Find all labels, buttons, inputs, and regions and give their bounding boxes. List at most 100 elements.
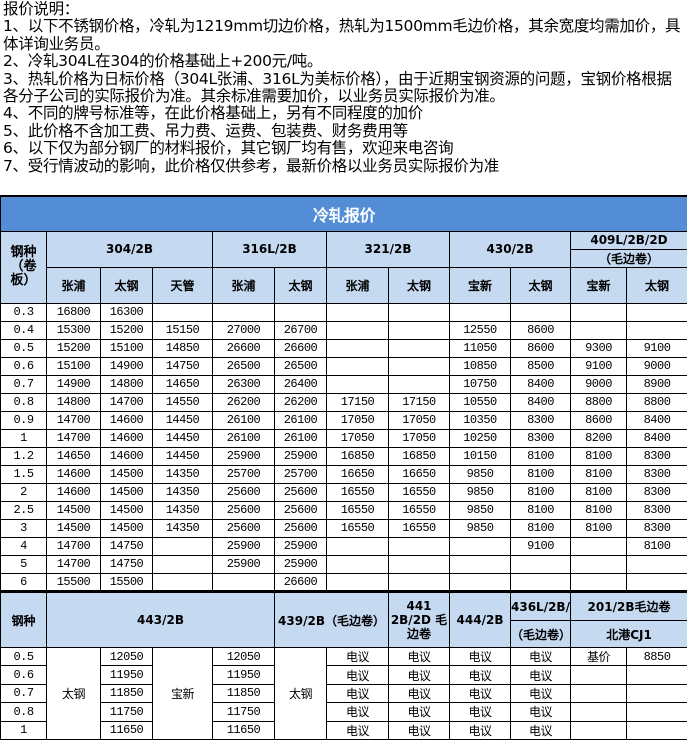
price-cell: 8400 bbox=[511, 393, 571, 411]
price-cell: 16550 bbox=[389, 501, 450, 519]
price-cell: 25900 bbox=[275, 537, 327, 555]
price-cell: 8100 bbox=[511, 519, 571, 537]
price-cell: 25900 bbox=[213, 537, 275, 555]
price-cell: 15500 bbox=[101, 573, 153, 591]
grade-header: 钢种 bbox=[1, 593, 47, 648]
price-cell: 17050 bbox=[327, 411, 389, 429]
price-negotiable-cell: 电议 bbox=[389, 648, 450, 666]
price-cell bbox=[571, 303, 627, 321]
price-cell: 14500 bbox=[101, 501, 153, 519]
price-cell: 16550 bbox=[389, 483, 450, 501]
price-cell: 15100 bbox=[47, 357, 101, 375]
thickness-cell: 0.5 bbox=[1, 648, 47, 666]
price-cell: 26100 bbox=[275, 411, 327, 429]
price-cell: 8300 bbox=[627, 465, 687, 483]
price-cell: 25900 bbox=[275, 555, 327, 573]
group-444: 444/2B bbox=[450, 593, 511, 648]
thickness-cell: 0.9 bbox=[1, 411, 47, 429]
price-cell: 14750 bbox=[101, 537, 153, 555]
price-cell bbox=[511, 555, 571, 573]
price-cell bbox=[153, 537, 213, 555]
price-cell: 16650 bbox=[389, 465, 450, 483]
price-cell: 14600 bbox=[101, 447, 153, 465]
price-cell bbox=[627, 555, 687, 573]
price-cell: 15500 bbox=[47, 573, 101, 591]
price-cell: 8200 bbox=[571, 429, 627, 447]
notes-heading: 报价说明： bbox=[3, 1, 685, 18]
price-cell bbox=[571, 573, 627, 591]
group-409l-sub: （毛边卷） bbox=[571, 249, 687, 267]
empty-cell bbox=[571, 703, 627, 721]
thickness-cell: 2 bbox=[1, 483, 47, 501]
thickness-cell: 1.5 bbox=[1, 465, 47, 483]
price-cell: 16800 bbox=[47, 303, 101, 321]
price-cell: 14350 bbox=[153, 519, 213, 537]
price-cell: 10150 bbox=[450, 447, 511, 465]
price-cell: 9100 bbox=[627, 339, 687, 357]
price-cell: 8300 bbox=[627, 483, 687, 501]
mill-header: 宝新 bbox=[571, 267, 627, 303]
table-title: 冷轧报价 bbox=[1, 196, 687, 231]
price-cell bbox=[571, 321, 627, 339]
price-cell: 17050 bbox=[389, 411, 450, 429]
price-cell: 9100 bbox=[511, 537, 571, 555]
price-cell bbox=[213, 303, 275, 321]
price-cell bbox=[327, 375, 389, 393]
price-cell: 8600 bbox=[511, 321, 571, 339]
note-item: 2、冷轧304L在304的价格基础上+200元/吨。 bbox=[3, 53, 685, 70]
price-cell bbox=[627, 321, 687, 339]
price-cell bbox=[389, 357, 450, 375]
price-cell bbox=[389, 537, 450, 555]
price-cell: 16550 bbox=[327, 519, 389, 537]
price-cell: 25600 bbox=[213, 519, 275, 537]
price-cell: 15300 bbox=[47, 321, 101, 339]
price-cell bbox=[627, 573, 687, 591]
price-cell: 11750 bbox=[101, 703, 153, 721]
price-cell: 26400 bbox=[275, 375, 327, 393]
note-item: 3、热轧价格为日标价格（304L张浦、316L为美标价格），由于近期宝钢资源的问… bbox=[3, 71, 685, 106]
price-cell bbox=[153, 555, 213, 573]
price-cell: 16300 bbox=[101, 303, 153, 321]
price-cell bbox=[389, 303, 450, 321]
group-430: 430/2B bbox=[450, 231, 571, 267]
price-cell: 14600 bbox=[101, 411, 153, 429]
group-439: 439/2B（毛边卷） bbox=[275, 593, 389, 648]
price-cell: 10350 bbox=[450, 411, 511, 429]
price-cell: 8300 bbox=[627, 519, 687, 537]
mill-header: 宝新 bbox=[450, 267, 511, 303]
price-cell: 11750 bbox=[213, 703, 275, 721]
price-negotiable-cell: 电议 bbox=[327, 648, 389, 666]
note-item: 1、以下不锈钢价格，冷轧为1219mm切边价格，热轧为1500mm毛边价格，其余… bbox=[3, 18, 685, 53]
price-cell: 14600 bbox=[47, 465, 101, 483]
price-cell: 14750 bbox=[101, 555, 153, 573]
price-cell: 8300 bbox=[511, 429, 571, 447]
price-cell: 9000 bbox=[627, 357, 687, 375]
price-cell: 10550 bbox=[450, 393, 511, 411]
mill-header: 太钢 bbox=[101, 267, 153, 303]
price-cell: 8100 bbox=[571, 501, 627, 519]
price-cell: 14600 bbox=[101, 429, 153, 447]
mill-header: 太钢 bbox=[389, 267, 450, 303]
price-cell bbox=[450, 303, 511, 321]
price-cell bbox=[327, 573, 389, 591]
price-cell: 26600 bbox=[213, 339, 275, 357]
price-cell: 8800 bbox=[571, 393, 627, 411]
price-cell: 14550 bbox=[153, 393, 213, 411]
price-cell: 8100 bbox=[511, 501, 571, 519]
price-cell: 15100 bbox=[101, 339, 153, 357]
price-cell: 14450 bbox=[153, 447, 213, 465]
price-cell bbox=[450, 573, 511, 591]
thickness-cell: 0.8 bbox=[1, 393, 47, 411]
price-cell bbox=[153, 573, 213, 591]
price-cell: 25600 bbox=[213, 483, 275, 501]
thickness-cell: 0.7 bbox=[1, 684, 47, 702]
note-item: 7、受行情波动的影响，此价格仅供参考，最新价格以业务员实际报价为准 bbox=[3, 158, 685, 175]
price-cell: 12550 bbox=[450, 321, 511, 339]
